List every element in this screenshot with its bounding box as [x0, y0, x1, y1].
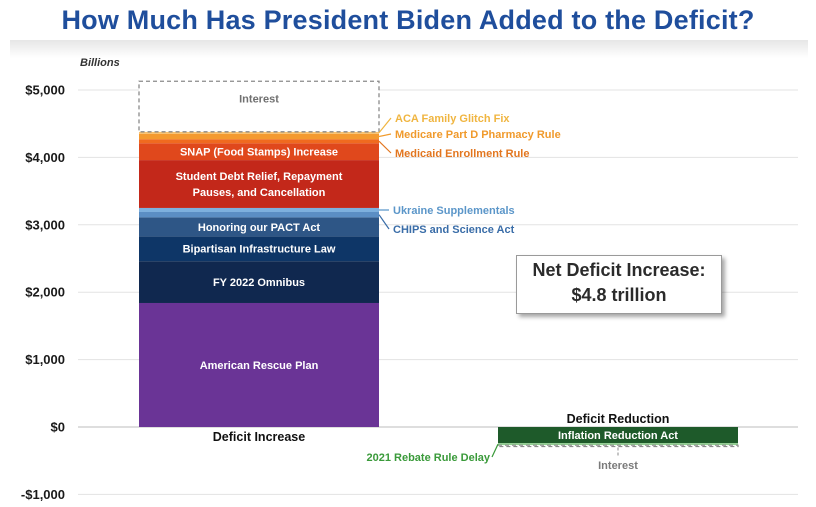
bar-segment [498, 443, 738, 446]
y-tick-label: $4,000 [25, 150, 65, 165]
bar-segment [498, 427, 738, 444]
segment-label: FY 2022 Omnibus [213, 277, 305, 289]
y-axis-label: Billions [80, 57, 120, 69]
y-tick-label: $3,000 [25, 217, 65, 232]
net-deficit-callout: Net Deficit Increase: $4.8 trillion [516, 255, 722, 314]
segment-label: SNAP (Food Stamps) Increase [180, 147, 338, 159]
bar-segment [139, 217, 379, 237]
segment-label: CHIPS and Science Act [393, 224, 515, 236]
segment-label: Bipartisan Infrastructure Law [183, 244, 336, 256]
bars-layer [138, 80, 739, 448]
title-shade [10, 40, 808, 58]
bar-segment [139, 143, 379, 161]
bar-segment-interest [138, 80, 380, 133]
leader-line [378, 133, 392, 138]
segment-label: Medicare Part D Pharmacy Rule [395, 129, 561, 141]
y-tick-label: -$1,000 [21, 487, 65, 502]
leader-line [378, 140, 392, 154]
bar-segment [139, 211, 379, 218]
y-tick-label: $5,000 [25, 83, 65, 98]
leader-line [378, 214, 390, 230]
y-axis: -$1,000 $0 $1,000 $2,000 $3,000 $4,000 $5,000 B… [21, 57, 120, 502]
bar-segment [139, 131, 379, 134]
bar-segment [139, 261, 379, 303]
segment-label: ACA Family Glitch Fix [395, 113, 510, 125]
y-tick-label: $1,000 [25, 352, 65, 367]
x-category-label: Deficit Reduction [567, 412, 670, 426]
segment-label: Student Debt Relief, Repayment [176, 171, 343, 183]
segment-label: Ukraine Supplementals [393, 205, 515, 217]
bar-segment [139, 236, 379, 262]
leader-line [378, 117, 392, 134]
page-title: How Much Has President Biden Added to th… [61, 4, 755, 35]
segment-label: Interest [239, 94, 279, 106]
y-tick-label: $0 [51, 420, 65, 435]
leader-line [491, 443, 499, 458]
segment-label: American Rescue Plan [200, 360, 319, 372]
segment-label: Medicaid Enrollment Rule [395, 148, 529, 160]
y-tick-label: $2,000 [25, 285, 65, 300]
x-category-label: Deficit Increase [213, 430, 305, 444]
segment-label: Pauses, and Cancellation [193, 187, 326, 199]
segment-label: Interest [598, 460, 638, 472]
bar-segment [139, 133, 379, 140]
bar-segment [139, 302, 379, 427]
bar-segment [139, 139, 379, 144]
segment-label: Honoring our PACT Act [198, 222, 321, 234]
callout-line-1: Net Deficit Increase: [532, 260, 706, 280]
segment-label: 2021 Rebate Rule Delay [366, 452, 490, 464]
bar-segment [139, 160, 379, 208]
callout-line-2: $4.8 trillion [571, 285, 667, 305]
labels-layer: American Rescue Plan FY 2022 Omnibus Bipar… [176, 94, 679, 472]
bar-segment-interest [497, 444, 739, 448]
bar-segment [139, 207, 379, 212]
segment-label: Inflation Reduction Act [558, 430, 678, 442]
